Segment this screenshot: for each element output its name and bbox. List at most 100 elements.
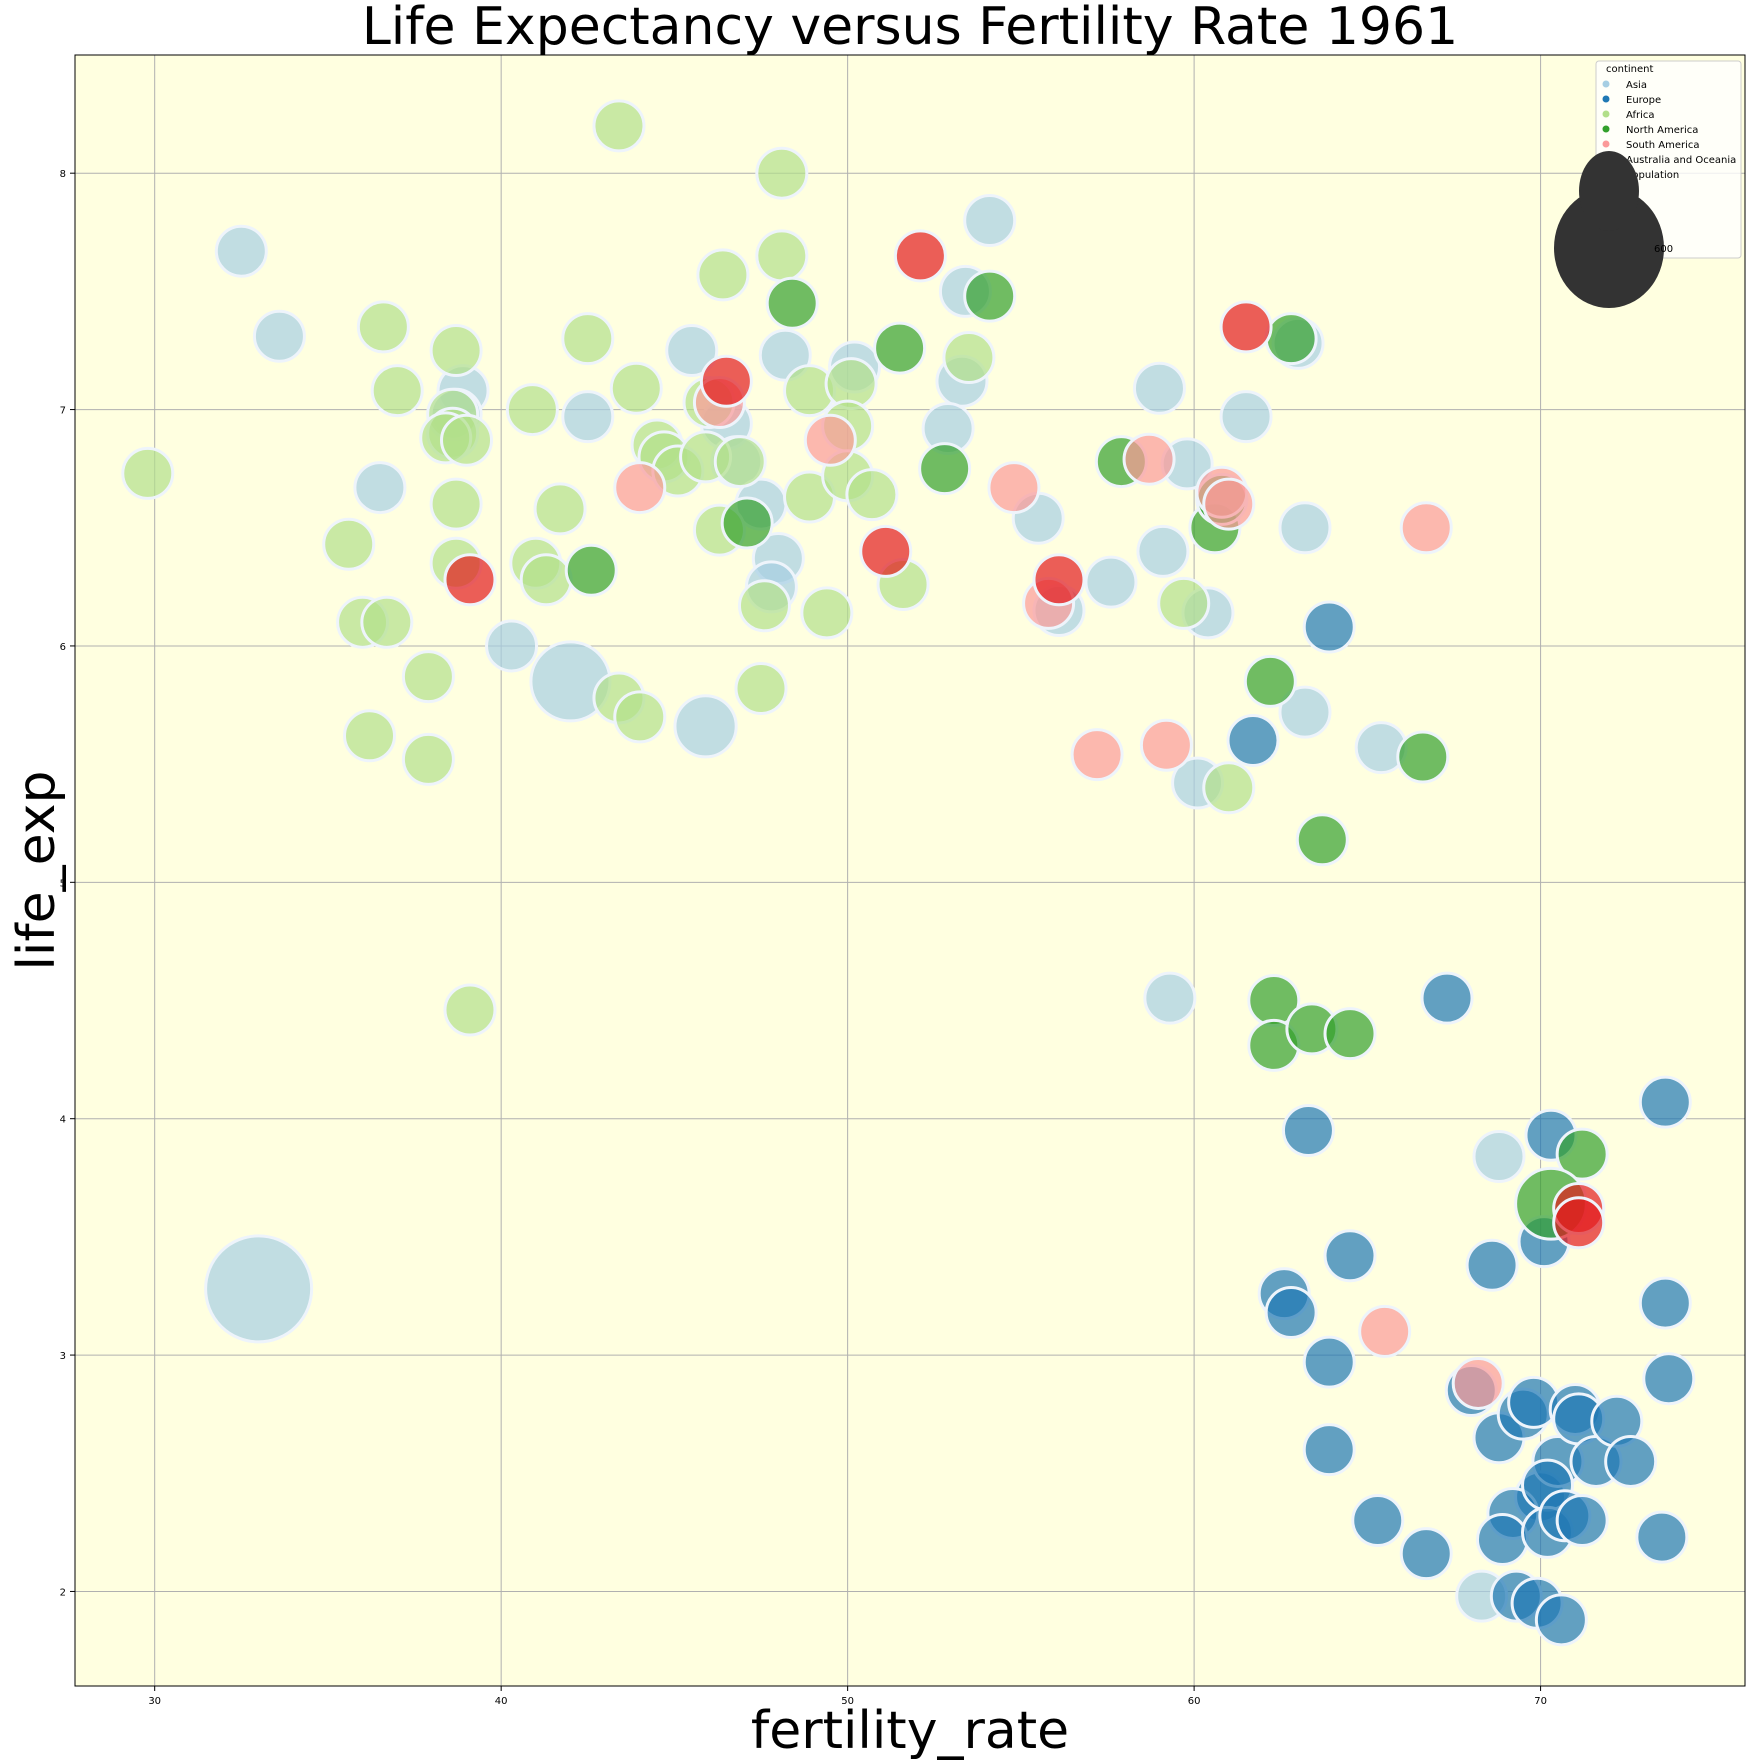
x-axis-label: fertility_rate [751,1701,1069,1761]
point-north-america [765,276,819,330]
point-australia-and-oceania [859,524,913,578]
point-asia [665,323,719,377]
legend-marker [1602,140,1610,148]
point-africa [533,482,587,536]
point-africa [360,595,414,649]
point-africa [942,331,996,385]
point-australia-and-oceania [1032,553,1086,607]
point-africa [356,300,410,354]
point-africa [1202,761,1256,815]
y-tick-label: 3 [60,1351,66,1362]
point-africa [343,709,397,763]
y-tick-label: 5 [60,878,66,889]
point-europe [1399,1527,1453,1581]
y-tick-label: 7 [60,406,66,417]
point-africa [519,553,573,607]
point-south-america [1139,718,1193,772]
legend-label: Australia and Oceania [1626,155,1736,166]
point-north-america [1264,312,1318,366]
point-europe [1420,971,1474,1025]
point-europe [1642,1352,1696,1406]
point-europe [1604,1434,1658,1488]
point-south-america [803,413,857,467]
legend-marker [1602,110,1610,118]
grid [75,55,1745,1686]
point-asia [353,461,407,515]
point-asia [1143,971,1197,1025]
point-africa [429,323,483,377]
y-tick-label: 6 [60,642,66,653]
point-asia [214,224,268,278]
x-tick-label: 60 [1188,1696,1201,1707]
point-north-america [564,543,618,597]
point-europe [1638,1276,1692,1330]
point-africa [755,229,809,283]
point-australia-and-oceania [443,553,497,607]
point-europe [1302,1423,1356,1477]
point-africa [561,312,615,366]
point-asia [204,1234,314,1344]
y-tick-label: 2 [60,1587,66,1598]
point-asia [1136,524,1190,578]
point-north-america [1396,730,1450,784]
point-africa [443,983,497,1037]
point-africa [121,446,175,500]
point-europe [1555,1494,1609,1548]
point-europe [1635,1510,1689,1564]
legend-label: Africa [1626,110,1655,121]
point-north-america [1555,1127,1609,1181]
point-africa [609,361,663,415]
point-africa [429,477,483,531]
legend-size-marker [1579,151,1639,231]
legend: continent Asia Europe Africa North America So… [1554,60,1742,308]
point-europe [1302,1335,1356,1389]
data-points [121,99,1696,1647]
chart-title: Life Expectancy versus Fertility Rate 19… [362,0,1458,57]
legend-size-marker [1554,188,1664,308]
point-asia [485,619,539,673]
point-europe [1323,1229,1377,1283]
point-asia [1472,1130,1526,1184]
y-tick-label: 8 [60,169,66,180]
point-south-america [1122,432,1176,486]
legend-title: continent [1606,64,1653,75]
point-africa [401,650,455,704]
point-asia [963,193,1017,247]
point-europe [1465,1238,1519,1292]
point-africa [440,413,494,467]
point-europe [1264,1286,1318,1340]
point-south-america [1451,1356,1505,1410]
legend-label: South America [1626,140,1700,151]
point-north-america [720,496,774,550]
point-south-america [613,461,667,515]
point-europe [1638,1075,1692,1129]
point-africa [322,517,376,571]
point-africa [734,661,788,715]
point-europe [1226,713,1280,767]
point-africa [845,468,899,522]
point-asia [1278,501,1332,555]
legend-label: North America [1626,125,1698,136]
point-north-america [1243,654,1297,708]
point-asia [1084,555,1138,609]
point-africa [592,99,646,153]
point-south-america [1358,1304,1412,1358]
point-north-america [963,269,1017,323]
legend-marker [1602,80,1610,88]
point-north-america [918,442,972,496]
point-asia [673,694,738,759]
point-asia [1132,361,1186,415]
point-europe [1534,1593,1588,1647]
point-south-america [1399,501,1453,555]
x-tick-label: 50 [841,1696,854,1707]
point-africa [613,690,667,744]
point-north-america [873,321,927,375]
point-asia [1278,685,1332,739]
point-africa [696,248,750,302]
point-europe [1475,1512,1529,1566]
point-asia [252,309,306,363]
plot-frame [74,54,1746,1687]
point-australia-and-oceania [699,354,753,408]
